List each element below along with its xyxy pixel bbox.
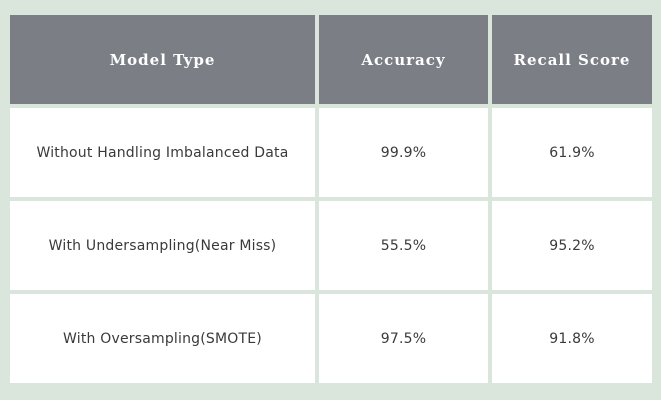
table-row: With Oversampling(SMOTE) 97.5% 91.8%: [10, 294, 652, 383]
cell-model-type: With Undersampling(Near Miss): [10, 201, 315, 290]
header-row: Model Type Accuracy Recall Score: [10, 15, 652, 104]
results-table: Model Type Accuracy Recall Score Without…: [6, 11, 656, 387]
cell-model-type: Without Handling Imbalanced Data: [10, 108, 315, 197]
cell-accuracy: 97.5%: [319, 294, 488, 383]
header-model-type: Model Type: [10, 15, 315, 104]
cell-model-type: With Oversampling(SMOTE): [10, 294, 315, 383]
header-recall-score: Recall Score: [492, 15, 652, 104]
cell-recall-score: 61.9%: [492, 108, 652, 197]
cell-accuracy: 55.5%: [319, 201, 488, 290]
cell-recall-score: 91.8%: [492, 294, 652, 383]
table-row: Without Handling Imbalanced Data 99.9% 6…: [10, 108, 652, 197]
cell-accuracy: 99.9%: [319, 108, 488, 197]
cell-recall-score: 95.2%: [492, 201, 652, 290]
table-row: With Undersampling(Near Miss) 55.5% 95.2…: [10, 201, 652, 290]
header-accuracy: Accuracy: [319, 15, 488, 104]
